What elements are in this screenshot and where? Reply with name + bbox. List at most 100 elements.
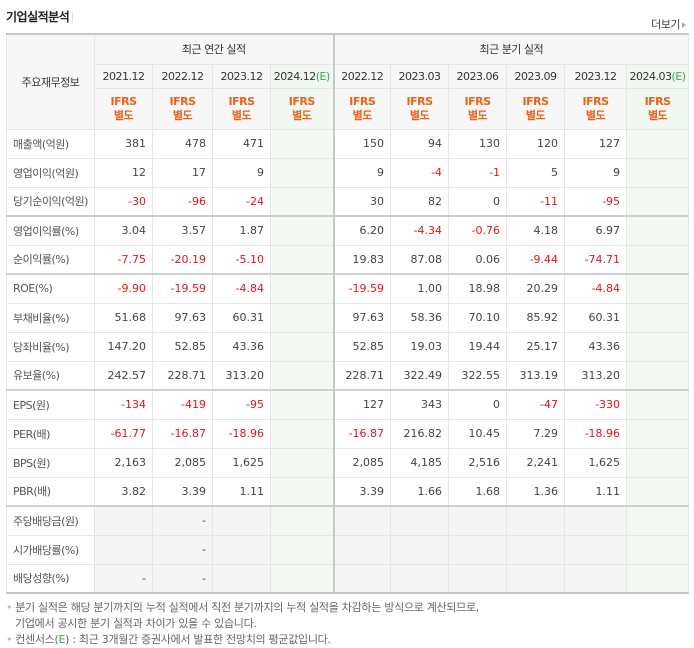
estimate-tag: (E): [315, 69, 331, 83]
value-cell: -11: [506, 186, 566, 217]
value-cell: [626, 476, 690, 507]
row-label: 당기순이익(억원): [6, 186, 95, 217]
period-header: 2023.03: [390, 63, 450, 89]
table-row: 주당배당금(원) -: [6, 505, 690, 536]
value-cell: [626, 505, 690, 536]
ifrs-label: IFRS: [349, 94, 376, 108]
value-cell: 70.10: [448, 302, 508, 333]
value-cell: [626, 186, 690, 217]
value-cell: -30: [94, 186, 153, 217]
value-cell: 6.20: [332, 215, 392, 246]
table-row: PBR(배) 3.82 3.39 1.11 3.39 1.66 1.68 1.36 1.11: [6, 476, 690, 507]
row-label: 매출액(억원): [6, 128, 95, 159]
row-label: 순이익률(%): [6, 244, 95, 275]
value-cell: 322.55: [448, 360, 508, 391]
value-cell: [448, 534, 508, 565]
value-cell: 60.31: [564, 302, 628, 333]
value-cell: -: [152, 563, 213, 594]
period-label: 2023.09: [514, 69, 558, 83]
value-cell: 30: [332, 186, 392, 217]
value-cell: 18.98: [448, 273, 508, 304]
value-cell: 130: [448, 128, 508, 159]
value-cell: [269, 128, 335, 159]
value-cell: [269, 418, 335, 449]
period-label: 2022.12: [341, 69, 384, 83]
period-header: 2022.12: [152, 63, 213, 89]
value-cell: -9.44: [506, 244, 566, 275]
value-cell: 381: [94, 128, 153, 159]
accounting-standard: IFRS 별도: [448, 87, 508, 130]
more-link[interactable]: 더보기: [651, 16, 686, 32]
title-divider: [72, 12, 74, 23]
section-title-text: 기업실적분석: [6, 10, 70, 24]
value-cell: 85.92: [506, 302, 566, 333]
value-cell: -4.84: [564, 273, 628, 304]
footnote-2: • 컨센서스(E) : 최근 3개월간 증권사에서 발표한 전망치의 평균값입니다…: [6, 633, 331, 646]
value-cell: [448, 505, 508, 536]
value-cell: 2,085: [152, 447, 213, 478]
value-cell: 120: [506, 128, 566, 159]
ifrs-label: IFRS: [228, 94, 256, 108]
value-cell: 9: [212, 157, 271, 188]
value-cell: 4,185: [390, 447, 450, 478]
value-cell: -16.87: [152, 418, 213, 449]
value-cell: [269, 563, 335, 594]
estimate-tag: (E): [671, 69, 687, 83]
value-cell: -95: [564, 186, 628, 217]
value-cell: 471: [212, 128, 271, 159]
period-label: 2024.12: [273, 69, 317, 83]
footnote-1-cont: 기업에서 공시한 분기 실적과 차이가 있을 수 있습니다.: [15, 617, 257, 630]
separate-label: 별도: [525, 108, 546, 122]
value-cell: -1: [448, 157, 508, 188]
value-cell: [269, 389, 335, 420]
table-row: 배당성향(%) - -: [6, 563, 690, 594]
value-cell: [332, 563, 392, 594]
ifrs-label: IFRS: [522, 94, 550, 108]
value-cell: [269, 476, 335, 507]
value-cell: [212, 563, 271, 594]
value-cell: -9.90: [94, 273, 153, 304]
value-cell: 216.82: [390, 418, 450, 449]
value-cell: 2,516: [448, 447, 508, 478]
value-cell: [626, 389, 690, 420]
value-cell: 1,625: [212, 447, 271, 478]
value-cell: [94, 534, 153, 565]
value-cell: [269, 157, 335, 188]
period-label: 2023.12: [574, 69, 618, 83]
value-cell: [390, 505, 450, 536]
value-cell: [269, 534, 335, 565]
value-cell: 1.68: [448, 476, 508, 507]
value-cell: 1.00: [390, 273, 450, 304]
period-header: 2021.12: [94, 63, 153, 89]
value-cell: 2,085: [332, 447, 392, 478]
value-cell: [626, 157, 690, 188]
more-link-label[interactable]: 더보기: [651, 18, 680, 31]
value-cell: -61.77: [94, 418, 153, 449]
value-cell: 60.31: [212, 302, 271, 333]
value-cell: 5: [506, 157, 566, 188]
period-header: 2024.12(E): [269, 63, 335, 89]
value-cell: [626, 447, 690, 478]
value-cell: [564, 563, 628, 594]
value-cell: 87.08: [390, 244, 450, 275]
table-row: PER(배) -61.77 -16.87 -18.96 -16.87 216.82 10.4…: [6, 418, 690, 449]
value-cell: -19.59: [152, 273, 213, 304]
value-cell: 127: [332, 389, 392, 420]
table-row: 유보율(%) 242.57 228.71 313.20 228.71 322.49 322.…: [6, 360, 690, 391]
value-cell: [269, 273, 335, 304]
footnote-1-text: 분기 실적은 해당 분기까지의 누적 실적에서 직전 분기까지의 누적 실적을 …: [15, 601, 480, 614]
value-cell: 43.36: [212, 331, 271, 362]
row-label: 시가배당률(%): [6, 534, 95, 565]
value-cell: [626, 302, 690, 333]
value-cell: [506, 563, 566, 594]
table-row: 매출액(억원) 381 478 471 150 94 130 120 127: [6, 128, 690, 159]
value-cell: 1,625: [564, 447, 628, 478]
value-cell: -24: [212, 186, 271, 217]
value-cell: 313.19: [506, 360, 566, 391]
value-cell: 19.03: [390, 331, 450, 362]
accounting-standard: IFRS 별도: [269, 87, 335, 130]
ifrs-label: IFRS: [644, 94, 672, 108]
ifrs-label: IFRS: [464, 94, 492, 108]
value-cell: 58.36: [390, 302, 450, 333]
value-cell: [269, 447, 335, 478]
